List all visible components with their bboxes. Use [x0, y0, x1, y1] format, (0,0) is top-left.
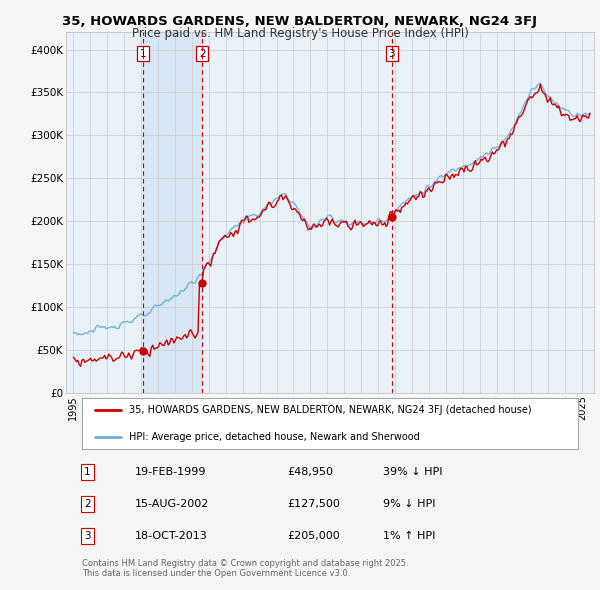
Text: 1: 1 — [140, 49, 146, 59]
Text: 39% ↓ HPI: 39% ↓ HPI — [383, 467, 442, 477]
Text: 9% ↓ HPI: 9% ↓ HPI — [383, 499, 436, 509]
Text: £48,950: £48,950 — [288, 467, 334, 477]
Bar — [143, 32, 202, 393]
Text: 2: 2 — [84, 499, 91, 509]
Text: 15-AUG-2002: 15-AUG-2002 — [134, 499, 209, 509]
Text: 1: 1 — [84, 467, 91, 477]
Text: 2: 2 — [199, 49, 206, 59]
Text: 35, HOWARDS GARDENS, NEW BALDERTON, NEWARK, NG24 3FJ: 35, HOWARDS GARDENS, NEW BALDERTON, NEWA… — [62, 15, 538, 28]
Text: HPI: Average price, detached house, Newark and Sherwood: HPI: Average price, detached house, Newa… — [130, 432, 420, 442]
FancyBboxPatch shape — [82, 398, 578, 450]
Text: 19-FEB-1999: 19-FEB-1999 — [134, 467, 206, 477]
Text: Contains HM Land Registry data © Crown copyright and database right 2025.
This d: Contains HM Land Registry data © Crown c… — [82, 559, 409, 578]
Text: 35, HOWARDS GARDENS, NEW BALDERTON, NEWARK, NG24 3FJ (detached house): 35, HOWARDS GARDENS, NEW BALDERTON, NEWA… — [130, 405, 532, 415]
Text: 18-OCT-2013: 18-OCT-2013 — [134, 531, 208, 541]
Text: £205,000: £205,000 — [288, 531, 341, 541]
Text: £127,500: £127,500 — [288, 499, 341, 509]
Text: Price paid vs. HM Land Registry's House Price Index (HPI): Price paid vs. HM Land Registry's House … — [131, 27, 469, 40]
Text: 3: 3 — [84, 531, 91, 541]
Text: 3: 3 — [389, 49, 395, 59]
Text: 1% ↑ HPI: 1% ↑ HPI — [383, 531, 435, 541]
